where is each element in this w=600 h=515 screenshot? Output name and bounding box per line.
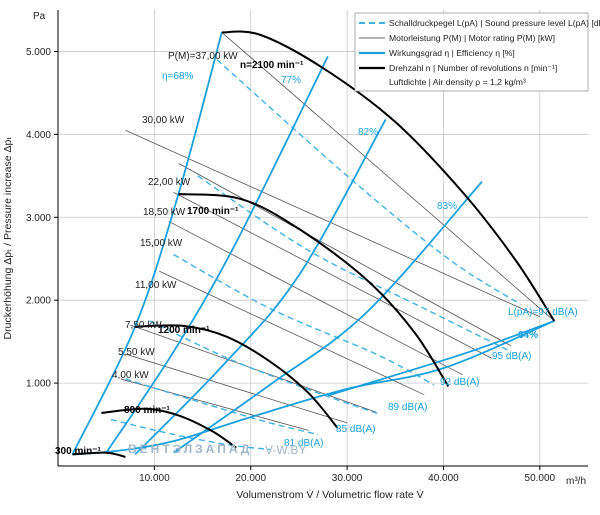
x-tick-label-3: 40.000: [428, 473, 459, 484]
power-line-label-8: 4,00 kW: [112, 370, 149, 381]
legend-box: [354, 12, 589, 92]
speed-curve-0: [72, 451, 126, 458]
power-lines: [120, 32, 555, 431]
power-line-2: [178, 163, 512, 347]
power-line-label-5: 11,00 kW: [135, 280, 177, 291]
efficiency-label-3: 83%: [437, 201, 457, 212]
efficiency-curve-3: [173, 181, 483, 454]
system-curve-line: [72, 320, 555, 456]
sound-label-4: 85 dB(A): [336, 424, 375, 435]
y-tick-label-2: 3.000: [26, 213, 51, 224]
power-line-label-1: 30,00 kW: [142, 115, 185, 126]
power-line-label-6: 7,50 kW: [125, 320, 162, 331]
speed-curve-label-1: 800 min⁻¹: [124, 405, 171, 416]
sound-curve-0: [216, 59, 521, 305]
efficiency-label-2: 82%: [358, 127, 378, 138]
power-line-4: [168, 221, 463, 376]
legend: Schalldruckpegel L(pA) | Sound pressure …: [354, 12, 600, 92]
power-line-label-2: 22,00 kW: [148, 177, 191, 188]
speed-curve-label-2: 1200 min⁻¹: [158, 325, 210, 336]
power-line-1: [125, 129, 540, 318]
x-tick-label-4: 50.000: [525, 473, 556, 484]
power-line-label-7: 5,50 kW: [118, 347, 155, 358]
legend-item-power: Motorleistung P(M) | Motor rating P(M) […: [389, 33, 555, 43]
sound-label-5: 81 dB(A): [284, 438, 323, 449]
x-unit-label: m³/h: [566, 476, 586, 487]
power-line-3: [173, 192, 492, 359]
legend-item-efficiency: Wirkungsgrad η | Efficiency η [%]: [389, 48, 515, 58]
legend-item-air-density: Luftdichte | Air density ρ = 1,2 kg/m³: [389, 77, 526, 87]
legend-item-speed: Drehzahl n | Number of revolutions n [mi…: [389, 63, 557, 73]
speed-curve-4: [221, 30, 556, 322]
y-tick-label-4: 5.000: [26, 47, 51, 58]
power-line-7: [125, 353, 348, 424]
y-tick-label-0: 1.000: [26, 379, 51, 390]
watermark-brand: ВЕНТЭЛЗАПАД: [128, 442, 252, 456]
sound-curve-3: [149, 320, 382, 416]
curve-labels: 30,00 kW 22,00 kW 18,50 kW 15,00 kW 11,00 kW…: [55, 71, 578, 457]
x-tick-label-2: 30.000: [332, 473, 363, 484]
y-unit-label: Pa: [33, 11, 46, 22]
speed-curve-2: [135, 324, 339, 429]
sound-curve-1: [197, 175, 512, 353]
y-axis-title: Druckerhöhung Δpₜ / Pressure increase Δp…: [2, 137, 14, 340]
y-tick-label-1: 2.000: [26, 296, 51, 307]
power-line-8: [120, 378, 309, 431]
efficiency-label-0: η=68%: [162, 71, 194, 82]
efficiency-curve-0: [71, 32, 223, 455]
speed-curve-label-3: 1700 min⁻¹: [187, 206, 239, 217]
speed-curve-label-0: 300 min⁻¹: [55, 446, 102, 457]
system-curve: [72, 320, 555, 456]
sound-label-3: 89 dB(A): [388, 402, 427, 413]
curves: [71, 30, 556, 458]
sound-label-1: 95 dB(A): [492, 351, 531, 362]
y-tick-label-3: 4.000: [26, 130, 51, 141]
power-line-0: [221, 32, 555, 322]
efficiency-curve-1: [105, 56, 329, 454]
power-line-5: [159, 270, 425, 396]
sound-label-0: L(pA)=97 dB(A): [508, 307, 578, 318]
x-tick-label-1: 20.000: [235, 473, 266, 484]
speed-curve-1: [101, 407, 237, 449]
max-power-annotation: P(M)=37,00 kW: [168, 51, 238, 62]
efficiency-label-4: 64%: [518, 330, 538, 341]
axes: 10.000 20.000 30.000 40.000 50.000 1.000 2.000…: [26, 10, 588, 484]
max-speed-annotation: n=2100 min⁻¹: [240, 60, 304, 71]
sound-curve-4: [125, 378, 319, 436]
efficiency-label-1: 77%: [281, 75, 301, 86]
sound-curves: [110, 59, 521, 451]
x-axis-title: Volumenstrom V̇ / Volumetric flow rate V…: [236, 488, 423, 501]
x-tick-label-0: 10.000: [139, 473, 170, 484]
sound-label-2: 92 dB(A): [440, 377, 479, 388]
watermark-site: V-W.BY: [265, 443, 306, 457]
sound-curve-2: [173, 253, 435, 386]
power-line-label-3: 18,50 kW: [143, 207, 186, 218]
legend-item-sound: Schalldruckpegel L(pA) | Sound pressure …: [389, 18, 600, 28]
speed-curves: [72, 30, 556, 458]
sound-curve-5: [110, 418, 271, 451]
speed-curve-3: [178, 193, 450, 387]
power-line-label-4: 15,00 kW: [140, 238, 183, 249]
